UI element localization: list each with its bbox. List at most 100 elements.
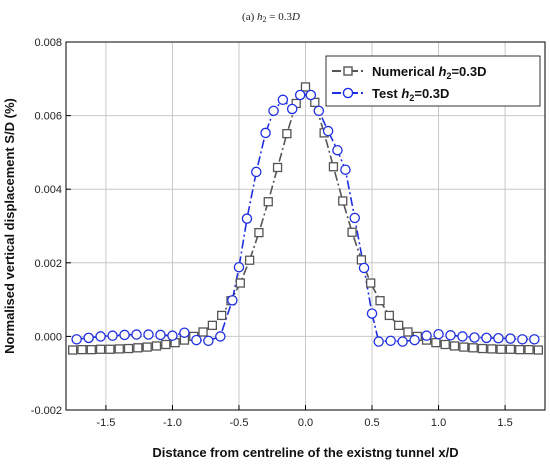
- test-point: [131, 329, 142, 340]
- numerical-point: [393, 320, 404, 331]
- y-tick-labels: -0.002 0.000 0.002 0.004 0.006 0.008: [31, 37, 62, 417]
- series-markers: [68, 82, 543, 355]
- x-tick-label: 1.5: [497, 417, 512, 429]
- test-point: [191, 334, 202, 346]
- legend-marker-circle: [342, 87, 354, 99]
- test-point: [385, 335, 396, 347]
- legend-test-prefix: Test: [372, 86, 401, 101]
- numerical-point: [496, 344, 506, 354]
- numerical-point: [244, 255, 255, 265]
- legend-test-var: h: [401, 86, 409, 101]
- subtitle-unit: D: [291, 11, 300, 23]
- test-point: [313, 105, 325, 117]
- numerical-point: [515, 344, 525, 355]
- numerical-point: [356, 255, 367, 265]
- test-point: [358, 262, 370, 274]
- test-point: [445, 330, 456, 341]
- numerical-point: [133, 343, 143, 353]
- test-point: [457, 331, 468, 342]
- numerical-point: [440, 339, 450, 350]
- numerical-point: [477, 343, 488, 354]
- legend-test-suffix: =0.3D: [414, 86, 449, 101]
- numerical-point: [449, 341, 460, 351]
- test-point: [305, 89, 317, 101]
- x-tick-label: 0.0: [298, 417, 313, 429]
- numerical-point: [114, 344, 124, 354]
- legend-numerical-prefix: Numerical: [372, 64, 438, 79]
- numerical-point: [366, 278, 376, 288]
- numerical-point: [505, 344, 516, 354]
- numerical-point: [217, 310, 227, 321]
- numerical-point: [431, 338, 441, 348]
- test-point: [71, 334, 82, 345]
- test-point: [143, 329, 154, 340]
- y-tick-label: 0.002: [34, 258, 62, 270]
- y-tick-label: 0.008: [34, 37, 62, 49]
- test-point: [493, 332, 504, 344]
- legend-label-test: Test h2=0.3D: [372, 86, 449, 103]
- test-point: [433, 328, 444, 340]
- legend-numerical-sub: 2: [446, 71, 451, 81]
- test-point: [322, 125, 334, 137]
- test-point: [268, 105, 279, 117]
- numerical-point: [468, 343, 478, 353]
- legend-test-sub: 2: [409, 93, 414, 103]
- numerical-point: [487, 344, 497, 354]
- subtitle-var: h: [257, 11, 263, 23]
- numerical-point: [161, 339, 171, 350]
- subtitle-sub: 2: [263, 15, 267, 24]
- numerical-point: [142, 342, 152, 352]
- numerical-point: [338, 196, 348, 206]
- test-point: [397, 336, 408, 347]
- numerical-point: [403, 327, 413, 337]
- x-tick-label: -0.5: [229, 417, 248, 429]
- numerical-point: [95, 344, 106, 354]
- numerical-point: [272, 162, 283, 173]
- y-tick-label: -0.002: [31, 405, 62, 417]
- test-point: [529, 334, 540, 345]
- legend-label-numerical: Numerical h2=0.3D: [372, 64, 487, 81]
- numerical-point: [533, 345, 543, 355]
- x-tick-labels: -1.5 -1.0 -0.5 0.0 0.5 1.0 1.5: [96, 417, 512, 429]
- test-point: [179, 327, 190, 338]
- test-point: [409, 334, 420, 346]
- legend-numerical-var: h: [438, 64, 446, 79]
- test-point: [332, 144, 343, 156]
- test-point: [203, 335, 214, 347]
- test-point: [286, 103, 298, 115]
- legend-numerical-suffix: =0.3D: [451, 64, 486, 79]
- numerical-point: [384, 310, 394, 321]
- test-point: [167, 330, 178, 341]
- y-tick-label: 0.000: [34, 331, 62, 343]
- numerical-point: [235, 278, 245, 288]
- test-point: [155, 329, 166, 341]
- numerical-point: [347, 227, 357, 237]
- numerical-point: [198, 327, 208, 337]
- test-point: [366, 308, 378, 319]
- axis-ticks: [66, 41, 506, 411]
- x-tick-label: -1.5: [96, 417, 115, 429]
- legend-entry-test: Test h2=0.3D: [332, 86, 449, 103]
- test-point: [260, 127, 271, 139]
- numerical-point: [207, 320, 218, 331]
- test-point: [481, 332, 492, 344]
- numerical-point: [459, 342, 469, 352]
- numerical-point: [300, 82, 311, 92]
- test-point: [119, 329, 130, 341]
- test-point: [349, 212, 360, 224]
- subtitle-label: (a): [242, 11, 255, 23]
- legend: Numerical h2=0.3D Test h2=0.3D: [325, 55, 541, 107]
- numerical-point: [254, 227, 264, 238]
- x-tick-label: -1.0: [163, 417, 182, 429]
- y-axis-label: Normalised vertical displacement S/D (%): [2, 98, 17, 354]
- x-tick-label: 0.5: [364, 417, 379, 429]
- test-point: [340, 164, 351, 175]
- numerical-point: [263, 197, 273, 207]
- test-point: [215, 331, 226, 342]
- numerical-point: [86, 344, 96, 355]
- test-point: [277, 94, 289, 106]
- chart-subtitle: (a) h2 = 0.3D: [242, 11, 300, 24]
- numerical-point: [77, 344, 87, 355]
- numerical-point: [151, 341, 162, 351]
